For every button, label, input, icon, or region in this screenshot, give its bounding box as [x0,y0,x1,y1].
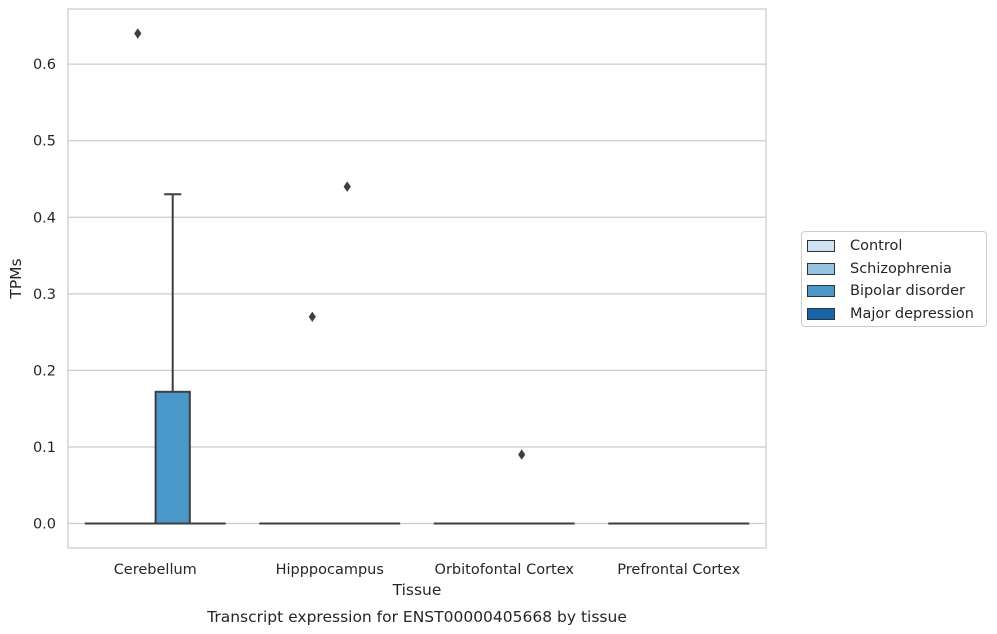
x-tick-label: Orbitofontal Cortex [435,562,575,578]
x-tick-labels: Cerebellum Hipppocampus Orbitofontal Corte… [114,562,741,578]
x-tick-label: Cerebellum [114,562,197,578]
legend-item: Bipolar disorder [807,280,986,303]
y-tick-label: 0.5 [33,134,56,150]
legend-label: Major depression [850,305,974,322]
legend-swatch [807,307,835,320]
box-bipolar-disorder [329,181,366,525]
x-axis-label: Tissue [392,581,442,599]
legend-item: Schizophrenia [807,258,986,281]
box-schizophrenia [294,311,331,525]
legend-swatch [807,285,835,298]
x-tick-label: Hipppocampus [276,562,384,578]
legend-swatch [807,262,835,275]
box-schizophrenia [119,28,156,525]
x-tick-label: Prefrontal Cortex [617,562,740,578]
chart-title: Transcript expression for ENST0000040566… [206,608,627,626]
legend-item: Control [807,235,986,258]
legend-label: Bipolar disorder [850,283,965,300]
box-body [154,390,191,525]
y-tick-label: 0.0 [33,517,56,533]
outlier-point [518,449,526,460]
y-tick-label: 0.3 [33,287,56,303]
y-tick-labels: 0.0 0.1 0.2 0.3 0.4 0.5 0.6 [33,57,56,532]
legend-label: Control [850,238,903,255]
outlier-point [308,311,316,322]
plot-area-frame [67,8,767,549]
y-tick-label: 0.1 [33,440,56,456]
y-tick-label: 0.6 [33,57,56,73]
legend: Control Schizophrenia Bipolar disorder Majo… [801,231,987,327]
box-bipolar-disorder [503,449,540,525]
box-bipolar-disorder [154,193,191,525]
y-axis-label: TPMs [7,258,25,299]
y-tick-label: 0.2 [33,363,56,379]
legend-item: Major depression [807,303,986,326]
y-tick-label: 0.4 [33,210,56,226]
legend-swatch [807,240,835,253]
legend-label: Schizophrenia [850,260,952,277]
box-marks [84,28,750,525]
outlier-point [343,181,351,192]
outlier-point [134,28,142,39]
